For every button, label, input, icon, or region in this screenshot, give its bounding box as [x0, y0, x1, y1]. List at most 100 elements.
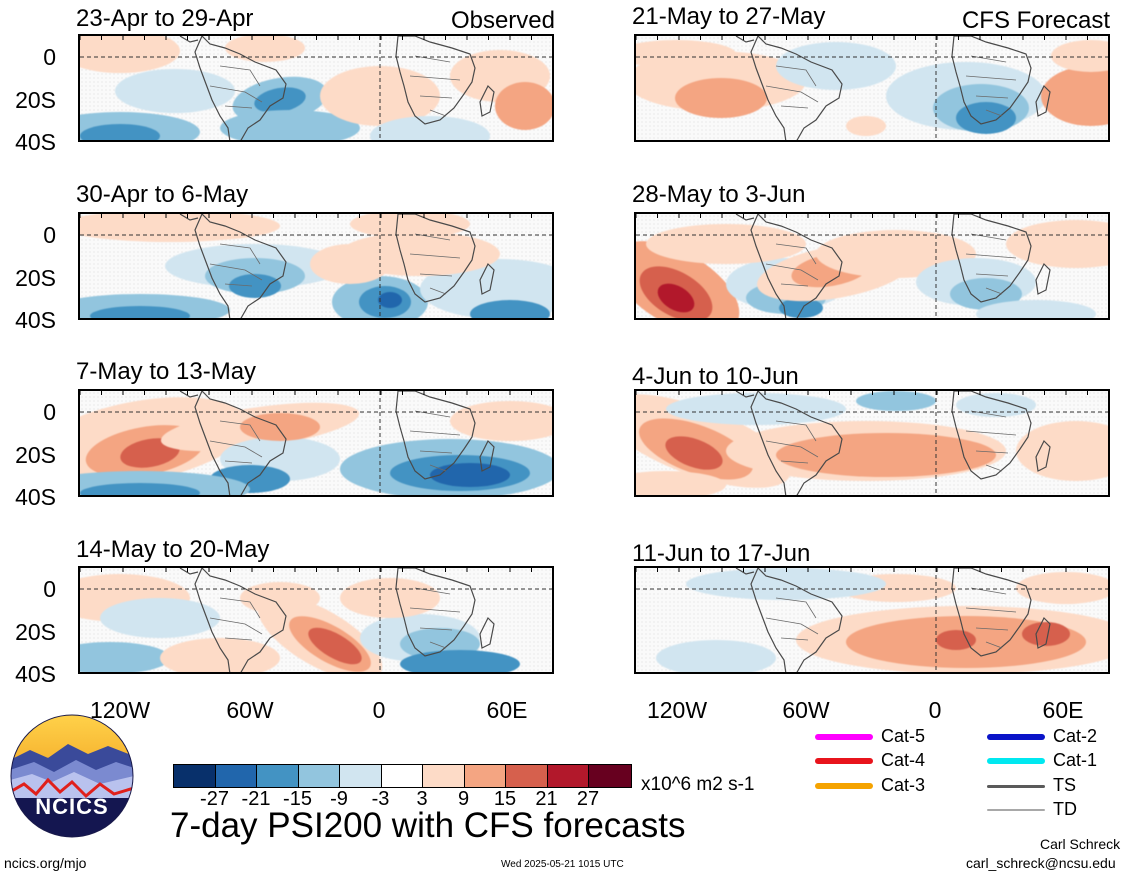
colorbar-tick-label: 21 [535, 788, 558, 810]
negative-anomaly [220, 110, 360, 140]
colorbar-cell [257, 765, 299, 787]
colorbar-tick-label: -27 [200, 788, 229, 810]
panel-title: 28-May to 3-Jun [632, 181, 806, 208]
lat-label: 20S [15, 87, 56, 113]
negative-anomaly [686, 568, 886, 600]
negative-anomaly [666, 393, 846, 425]
panel-title: 30-Apr to 6-May [76, 181, 249, 208]
country-border [775, 243, 817, 265]
country-border [775, 597, 817, 619]
negative-anomaly [80, 124, 160, 140]
country-border [970, 233, 1007, 241]
coastline [951, 568, 1032, 657]
positive-anomaly [657, 283, 695, 313]
country-border [429, 641, 447, 649]
storm-legend-label: Cat-3 [881, 775, 926, 795]
coastline [750, 36, 843, 140]
colorbar-tick-label: 9 [457, 788, 470, 810]
country-border [224, 637, 253, 641]
coastline [395, 568, 476, 657]
coastline [735, 36, 755, 43]
psi200-field [636, 568, 1108, 672]
positive-anomaly [1022, 622, 1070, 646]
negative-anomaly [779, 298, 823, 318]
positive-anomaly [636, 471, 726, 495]
lat-label: 20S [15, 619, 56, 645]
storm-legend-swatch [987, 758, 1045, 765]
country-border [419, 627, 453, 631]
country-border [775, 420, 817, 442]
colorbar-cell [298, 765, 340, 787]
country-border [975, 627, 1009, 631]
psi200-field [636, 214, 1108, 318]
country-border [414, 55, 451, 63]
negative-anomaly [90, 306, 190, 318]
country-border [970, 410, 1007, 418]
coastline [1035, 84, 1051, 117]
lat-label: 0 [43, 399, 56, 425]
positive-anomaly [495, 82, 552, 130]
positive-anomaly [450, 401, 552, 441]
map-panel-obs-4 [78, 566, 554, 674]
coastline [395, 214, 476, 303]
storm-legend-item: TD [987, 799, 1077, 819]
country-border [224, 105, 253, 109]
negative-anomaly [470, 300, 550, 318]
positive-anomaly [225, 36, 305, 62]
country-border [429, 287, 447, 295]
colorbar-tick-label: 15 [493, 788, 517, 810]
colorbar-cell [547, 765, 589, 787]
country-border [975, 273, 1009, 277]
panel-title: 23-Apr to 29-Apr [76, 5, 254, 32]
storm-legend-label: Cat-4 [881, 750, 926, 770]
coastline [750, 391, 843, 495]
lon-label: 60E [1042, 697, 1084, 723]
colorbar-units: x10^6 m2 s-1 [641, 774, 755, 795]
negative-anomaly [976, 300, 1096, 318]
country-border [970, 587, 1007, 595]
coastline [395, 391, 476, 480]
positive-anomaly [240, 582, 320, 614]
negative-anomaly [856, 391, 936, 411]
negative-anomaly [950, 278, 1022, 310]
country-border [219, 65, 261, 87]
coastline [395, 36, 476, 125]
storm-legend-swatch [815, 758, 873, 765]
lat-label: 40S [15, 129, 56, 155]
country-border [765, 440, 819, 458]
storm-legend-label: TD [1053, 799, 1077, 819]
country-border [970, 55, 1007, 63]
country-border [975, 450, 1009, 454]
timestamp: Wed 2025-05-21 1015 UTC [501, 859, 624, 870]
country-border [419, 273, 453, 277]
positive-anomaly [80, 36, 180, 73]
country-border [965, 75, 1017, 81]
storm-legend-swatch [815, 783, 873, 790]
map-panel-fcst-1 [634, 34, 1110, 142]
country-border [985, 109, 1003, 117]
colorbar-cell [423, 765, 465, 787]
negative-anomaly [430, 463, 510, 487]
storm-legend-label: Cat-1 [1053, 750, 1098, 770]
positive-anomaly [1006, 220, 1108, 268]
negative-anomaly [378, 292, 402, 308]
lon-label: 0 [372, 697, 386, 723]
colorbar-cell [464, 765, 506, 787]
country-border [209, 263, 263, 281]
colorbar-cell [174, 765, 216, 787]
country-border [419, 450, 453, 454]
lat-label: 20S [15, 265, 56, 291]
negative-anomaly [956, 393, 1036, 417]
psi200-field [636, 36, 1108, 140]
coastline [951, 391, 1032, 480]
positive-anomaly [1016, 421, 1108, 481]
negative-anomaly [80, 483, 200, 495]
lon-label: 60E [486, 697, 528, 723]
coastline [1035, 616, 1051, 649]
author-name: Carl Schreck [1040, 836, 1121, 852]
colorbar-tick-label: -21 [241, 788, 271, 810]
country-border [985, 464, 1003, 472]
cfs-forecast-label: CFS Forecast [961, 7, 1110, 34]
coastline [179, 568, 199, 575]
country-border [429, 464, 447, 472]
